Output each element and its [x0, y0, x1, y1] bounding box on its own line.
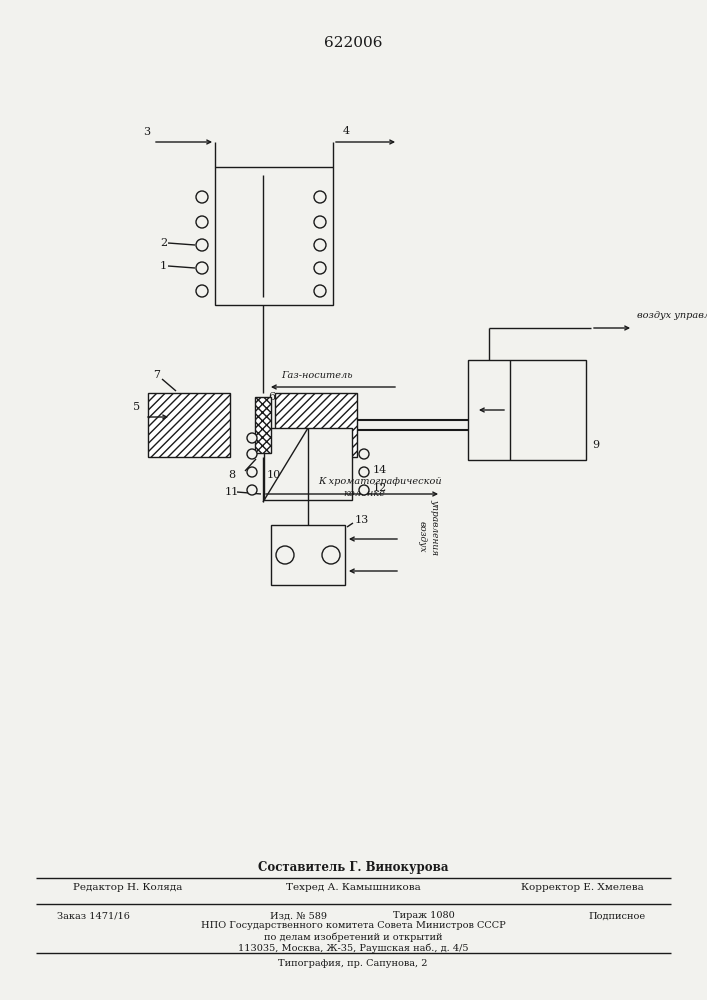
Circle shape	[314, 285, 326, 297]
Text: 10: 10	[267, 470, 281, 480]
Circle shape	[359, 467, 369, 477]
Circle shape	[359, 485, 369, 495]
Text: Изд. № 589: Изд. № 589	[269, 912, 327, 920]
Circle shape	[196, 285, 208, 297]
Text: 11: 11	[225, 487, 239, 497]
Text: 7: 7	[153, 370, 160, 380]
Bar	[271, 525, 345, 585]
Circle shape	[196, 216, 208, 228]
Text: управления: управления	[430, 499, 439, 555]
Text: по делам изобретений и открытий: по делам изобретений и открытий	[264, 932, 443, 942]
Text: 14: 14	[373, 465, 387, 475]
Circle shape	[247, 485, 257, 495]
Circle shape	[247, 449, 257, 459]
Text: 9: 9	[592, 440, 599, 450]
Circle shape	[247, 467, 257, 477]
Text: Типография, пр. Сапунова, 2: Типография, пр. Сапунова, 2	[279, 960, 428, 968]
Circle shape	[359, 449, 369, 459]
Text: Корректор Е. Хмелева: Корректор Е. Хмелева	[520, 884, 643, 892]
Text: 113035, Москва, Ж-35, Раушская наб., д. 4/5: 113035, Москва, Ж-35, Раушская наб., д. …	[238, 943, 468, 953]
Text: 8: 8	[228, 470, 235, 480]
Circle shape	[322, 546, 340, 564]
Text: К хроматографической: К хроматографической	[318, 477, 442, 486]
Circle shape	[314, 262, 326, 274]
Text: 2: 2	[160, 238, 167, 248]
Text: 13: 13	[355, 515, 369, 525]
Text: Заказ 1471/16: Заказ 1471/16	[57, 912, 129, 920]
Bar	[148, 393, 230, 457]
Text: колонке: колонке	[343, 488, 385, 497]
Circle shape	[247, 433, 257, 443]
Text: Газ-носитель: Газ-носитель	[281, 370, 353, 379]
Bar	[468, 360, 586, 460]
Circle shape	[196, 191, 208, 203]
Circle shape	[276, 546, 294, 564]
Text: 3: 3	[143, 127, 150, 137]
Circle shape	[314, 216, 326, 228]
Text: 5: 5	[133, 402, 140, 412]
Circle shape	[314, 239, 326, 251]
Text: НПО Государственного комитета Совета Министров СССР: НПО Государственного комитета Совета Мин…	[201, 922, 506, 930]
Circle shape	[196, 262, 208, 274]
Circle shape	[196, 239, 208, 251]
Text: Техред А. Камышникова: Техред А. Камышникова	[286, 884, 421, 892]
Text: 4: 4	[343, 126, 350, 136]
Text: Тираж 1080: Тираж 1080	[393, 912, 455, 920]
Text: воздух управления: воздух управления	[637, 312, 707, 320]
Text: Редактор Н. Коляда: Редактор Н. Коляда	[74, 884, 182, 892]
Text: Подписное: Подписное	[588, 912, 645, 920]
Bar	[275, 393, 357, 457]
Text: 6: 6	[268, 392, 275, 402]
Bar	[255, 397, 271, 453]
Text: воздух: воздух	[418, 521, 427, 553]
Text: 1: 1	[160, 261, 167, 271]
Text: 622006: 622006	[324, 36, 382, 50]
Bar	[215, 167, 333, 305]
Text: Составитель Г. Винокурова: Составитель Г. Винокурова	[258, 860, 448, 874]
Bar	[264, 428, 352, 500]
Text: 12: 12	[373, 483, 387, 493]
Circle shape	[314, 191, 326, 203]
